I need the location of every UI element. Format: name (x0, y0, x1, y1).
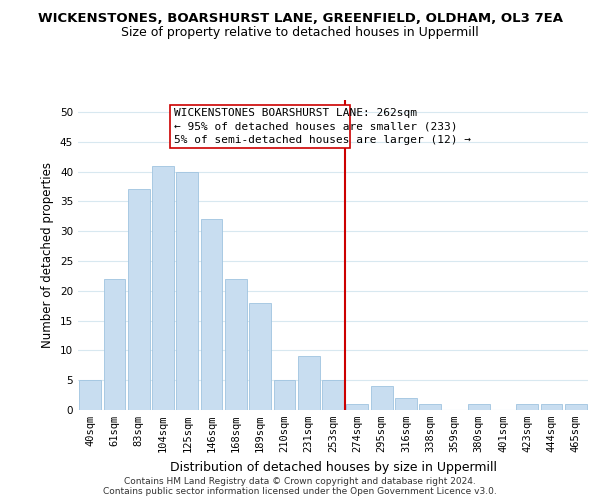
Bar (225, 279, 247, 410)
FancyBboxPatch shape (170, 105, 350, 148)
Bar (371, 386, 392, 410)
Bar (517, 404, 538, 410)
Y-axis label: Number of detached properties: Number of detached properties (41, 162, 55, 348)
Bar (395, 398, 417, 410)
Bar (541, 404, 562, 410)
Bar (104, 279, 125, 410)
Bar (200, 219, 223, 410)
Bar (565, 404, 587, 410)
X-axis label: Distribution of detached houses by size in Uppermill: Distribution of detached houses by size … (170, 460, 497, 473)
Text: Size of property relative to detached houses in Uppermill: Size of property relative to detached ho… (121, 26, 479, 39)
Bar (468, 404, 490, 410)
Bar (274, 380, 295, 410)
Bar (79, 380, 101, 410)
Text: ← 95% of detached houses are smaller (233): ← 95% of detached houses are smaller (23… (174, 122, 457, 132)
Text: WICKENSTONES, BOARSHURST LANE, GREENFIELD, OLDHAM, OL3 7EA: WICKENSTONES, BOARSHURST LANE, GREENFIEL… (37, 12, 563, 26)
Bar (298, 356, 320, 410)
Text: Contains HM Land Registry data © Crown copyright and database right 2024.
Contai: Contains HM Land Registry data © Crown c… (103, 476, 497, 496)
Bar (322, 380, 344, 410)
Text: WICKENSTONES BOARSHURST LANE: 262sqm: WICKENSTONES BOARSHURST LANE: 262sqm (174, 108, 417, 118)
Bar (419, 404, 441, 410)
Bar (152, 166, 174, 410)
Bar (346, 404, 368, 410)
Bar (249, 302, 271, 410)
Text: 5% of semi-detached houses are larger (12) →: 5% of semi-detached houses are larger (1… (174, 135, 471, 145)
Bar (128, 190, 149, 410)
Bar (176, 172, 198, 410)
